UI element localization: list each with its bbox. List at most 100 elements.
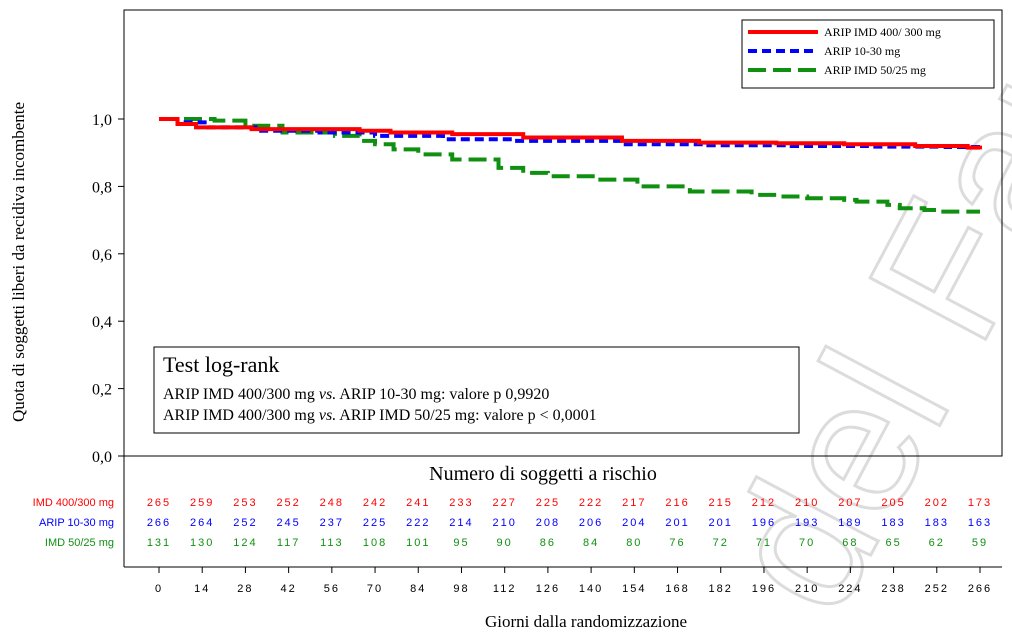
annotation-part: ARIP 10-30 mg: valore p 0,9920 <box>336 386 549 403</box>
annotation-part: ARIP IMD 400/300 mg <box>163 407 319 424</box>
risk-value: 205 <box>881 497 905 509</box>
risk-value: 193 <box>795 517 819 529</box>
x-tick-label: 0 <box>155 583 163 595</box>
annotation-title: Test log-rank <box>163 352 279 377</box>
x-tick-label: 140 <box>579 583 603 595</box>
risk-value: 90 <box>497 537 513 549</box>
risk-value: 59 <box>972 537 988 549</box>
risk-value: 76 <box>669 537 685 549</box>
y-tick-label: 1,0 <box>92 112 112 129</box>
risk-value: 101 <box>406 537 430 549</box>
risk-value: 207 <box>838 497 862 509</box>
risk-value: 212 <box>752 497 776 509</box>
risk-value: 208 <box>536 517 560 529</box>
risk-row-label: ARIP 10-30 mg <box>39 517 114 529</box>
x-tick-label: 42 <box>281 583 297 595</box>
risk-value: 216 <box>665 497 689 509</box>
risk-value: 72 <box>713 537 729 549</box>
y-tick-label: 0,2 <box>92 382 112 399</box>
annotation-vs: vs. <box>319 386 336 403</box>
risk-value: 225 <box>363 517 387 529</box>
risk-value: 130 <box>190 537 214 549</box>
risk-value: 222 <box>579 497 603 509</box>
risk-value: 70 <box>799 537 815 549</box>
risk-value: 62 <box>929 537 945 549</box>
x-tick-label: 56 <box>324 583 340 595</box>
risk-value: 248 <box>320 497 344 509</box>
y-axis-label: Quota di soggetti liberi da recidiva inc… <box>9 102 28 422</box>
x-tick-label: 224 <box>838 583 862 595</box>
risk-value: 163 <box>968 517 992 529</box>
y-tick-label: 0,4 <box>92 314 112 331</box>
annotation-part: ARIP IMD 400/300 mg <box>163 386 319 403</box>
legend-label: ARIP 10-30 mg <box>824 44 900 58</box>
risk-value: 252 <box>233 517 257 529</box>
risk-value: 117 <box>277 537 301 549</box>
risk-row-label: IMD 400/300 mg <box>33 497 114 509</box>
risk-value: 214 <box>449 517 473 529</box>
risk-value: 108 <box>363 537 387 549</box>
risk-value: 217 <box>622 497 646 509</box>
annotation-line: ARIP IMD 400/300 mg vs. ARIP IMD 50/25 m… <box>163 407 597 424</box>
risk-value: 245 <box>276 517 300 529</box>
y-tick-label: 0,6 <box>92 247 112 264</box>
risk-value: 210 <box>493 517 517 529</box>
legend-label: ARIP IMD 400/ 300 mg <box>824 25 941 39</box>
risk-value: 215 <box>709 497 733 509</box>
risk-value: 113 <box>320 537 344 549</box>
risk-value: 265 <box>147 497 171 509</box>
x-tick-label: 168 <box>665 583 689 595</box>
log-rank-annotation: Test log-rank ARIP IMD 400/300 mg vs. AR… <box>153 346 800 434</box>
x-tick-label: 112 <box>493 583 517 595</box>
risk-value: 189 <box>838 517 862 529</box>
risk-value: 65 <box>885 537 901 549</box>
risk-value: 206 <box>579 517 603 529</box>
legend-label: ARIP IMD 50/25 mg <box>824 63 926 77</box>
plot-frame <box>123 9 1003 457</box>
risk-table: IMD 400/300 mg 265 259 253 252 248 242 241 233 22… <box>33 497 992 549</box>
risk-value: 266 <box>147 517 171 529</box>
series-line <box>159 117 980 214</box>
risk-value: 173 <box>968 497 992 509</box>
risk-value: 124 <box>233 537 257 549</box>
annotation-line: ARIP IMD 400/300 mg vs. ARIP 10-30 mg: v… <box>163 386 549 403</box>
risk-value: 227 <box>493 497 517 509</box>
annotation-vs: vs. <box>319 407 336 424</box>
x-tick-label: 14 <box>194 583 210 595</box>
risk-table-title: Numero di soggetti a rischio <box>429 463 657 485</box>
risk-value: 84 <box>583 537 599 549</box>
x-tick-label: 70 <box>367 583 383 595</box>
x-tick-label: 266 <box>968 583 992 595</box>
x-axis-ticks: 0 14 28 42 56 70 84 98 112 126 140 154 168 182 196 210 2… <box>155 567 992 595</box>
risk-value: 242 <box>363 497 387 509</box>
risk-value: 204 <box>622 517 646 529</box>
y-tick-label: 0,8 <box>92 179 112 196</box>
risk-value: 264 <box>190 517 214 529</box>
x-tick-label: 84 <box>410 583 426 595</box>
legend: ARIP IMD 400/ 300 mg ARIP 10-30 mg ARIP IM… <box>741 19 995 89</box>
x-axis-label: Giorni dalla randomizzazione <box>485 612 687 631</box>
x-tick-label: 28 <box>237 583 253 595</box>
x-tick-label: 98 <box>453 583 469 595</box>
risk-value: 252 <box>276 497 300 509</box>
y-axis-ticks: 0,0 0,2 0,4 0,6 0,8 1,0 <box>92 112 124 466</box>
risk-row-label: IMD 50/25 mg <box>45 537 114 549</box>
risk-value: 222 <box>406 517 430 529</box>
x-tick-label: 126 <box>536 583 560 595</box>
risk-value: 237 <box>320 517 344 529</box>
risk-value: 253 <box>233 497 257 509</box>
risk-value: 201 <box>665 517 689 529</box>
x-tick-label: 154 <box>622 583 646 595</box>
x-tick-label: 252 <box>925 583 949 595</box>
series-lines <box>159 117 982 214</box>
risk-value: 86 <box>540 537 556 549</box>
risk-value: 80 <box>626 537 642 549</box>
risk-value: 202 <box>925 497 949 509</box>
risk-value: 95 <box>453 537 469 549</box>
annotation-part: ARIP IMD 50/25 mg: valore p < 0,0001 <box>336 407 596 424</box>
risk-value: 201 <box>709 517 733 529</box>
series-line <box>159 117 980 149</box>
x-tick-label: 182 <box>709 583 733 595</box>
risk-value: 131 <box>147 537 171 549</box>
